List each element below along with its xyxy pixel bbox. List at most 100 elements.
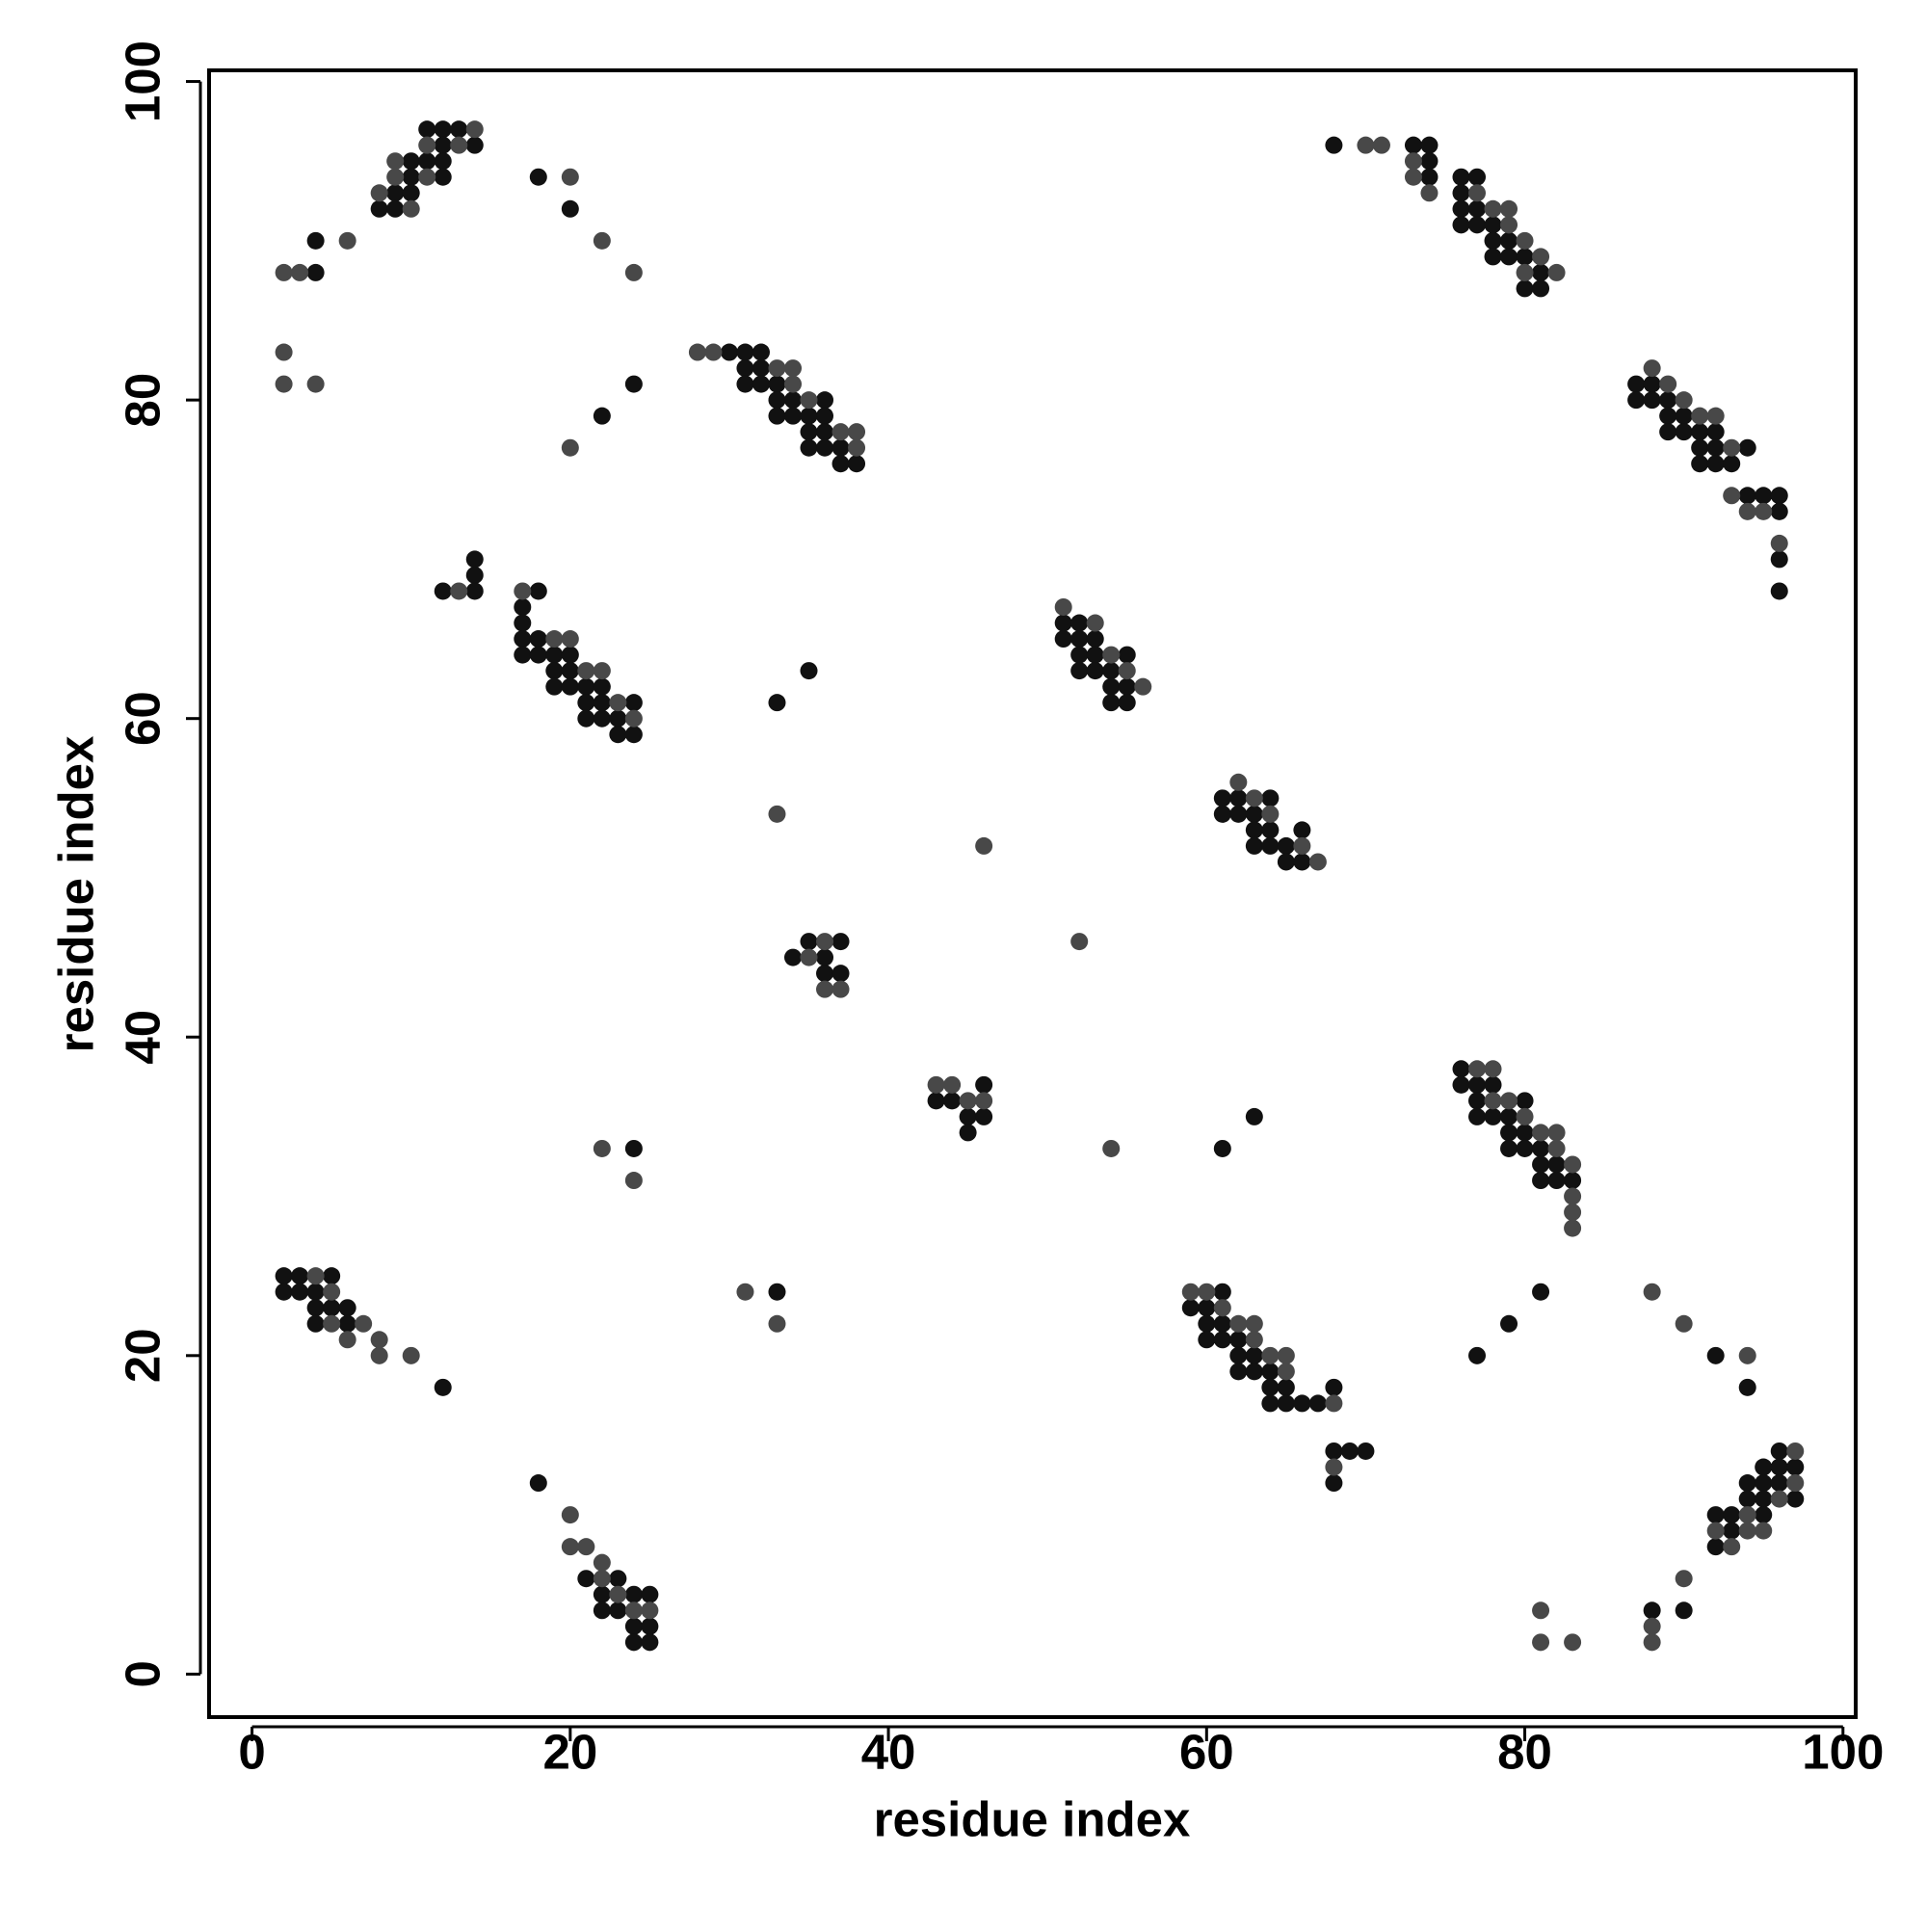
contact-point bbox=[1500, 216, 1518, 234]
contact-point bbox=[1755, 1506, 1773, 1524]
contact-point bbox=[768, 1283, 786, 1301]
contact-point bbox=[1532, 1633, 1550, 1652]
contact-point bbox=[1245, 1346, 1263, 1364]
contact-point bbox=[545, 677, 564, 696]
contact-point bbox=[1770, 550, 1788, 569]
contact-point bbox=[1627, 391, 1646, 410]
contact-point bbox=[1261, 821, 1280, 839]
contact-point bbox=[577, 709, 595, 728]
contact-point bbox=[800, 391, 818, 410]
contact-point bbox=[1532, 1172, 1550, 1190]
contact-point bbox=[800, 662, 818, 680]
x-tick-label: 40 bbox=[861, 1724, 916, 1779]
contact-point bbox=[1706, 407, 1725, 425]
contact-point bbox=[624, 1172, 643, 1190]
contact-point bbox=[577, 1538, 595, 1556]
contact-point bbox=[1420, 152, 1439, 171]
x-axis-title: residue index bbox=[874, 1791, 1191, 1846]
contact-point bbox=[275, 343, 293, 361]
contact-point bbox=[1516, 248, 1534, 266]
contact-point bbox=[338, 1299, 356, 1317]
contact-point bbox=[306, 375, 325, 393]
y-tick-label: 80 bbox=[115, 373, 170, 428]
contact-point bbox=[561, 1506, 579, 1524]
contact-point bbox=[450, 120, 468, 139]
contact-point bbox=[624, 1585, 643, 1603]
contact-point bbox=[1675, 391, 1693, 410]
contact-point bbox=[291, 1283, 309, 1301]
contact-point bbox=[768, 391, 786, 410]
contact-point bbox=[593, 231, 611, 250]
contact-point bbox=[1532, 263, 1550, 281]
contact-point bbox=[768, 375, 786, 393]
contact-point bbox=[1770, 534, 1788, 552]
contact-point bbox=[593, 1601, 611, 1620]
contact-point bbox=[609, 1570, 627, 1588]
contact-point bbox=[768, 407, 786, 425]
contact-point bbox=[1738, 487, 1756, 505]
contact-point bbox=[1547, 1124, 1566, 1142]
contact-point bbox=[1755, 1522, 1773, 1540]
contact-point bbox=[1770, 1490, 1788, 1508]
contact-point bbox=[624, 694, 643, 712]
contact-point bbox=[402, 184, 420, 202]
contact-point bbox=[1213, 1331, 1231, 1349]
contact-point bbox=[1308, 1394, 1327, 1413]
x-tick-label: 100 bbox=[1802, 1724, 1884, 1779]
contact-point bbox=[800, 933, 818, 951]
contact-point bbox=[514, 630, 532, 648]
contact-point bbox=[338, 1314, 356, 1333]
contact-point bbox=[402, 199, 420, 218]
contact-point bbox=[593, 407, 611, 425]
contact-point bbox=[418, 120, 436, 139]
contact-point bbox=[306, 1267, 325, 1285]
contact-point bbox=[1181, 1283, 1200, 1301]
contact-point bbox=[370, 199, 388, 218]
contact-point bbox=[529, 646, 547, 664]
contact-point bbox=[402, 168, 420, 186]
contact-point bbox=[1643, 1633, 1661, 1652]
contact-point bbox=[561, 677, 579, 696]
contact-point bbox=[752, 375, 770, 393]
contact-point bbox=[800, 407, 818, 425]
contact-point bbox=[1468, 1060, 1487, 1078]
contact-point bbox=[1340, 1442, 1359, 1460]
contact-point bbox=[1325, 136, 1343, 154]
contact-point bbox=[593, 1585, 611, 1603]
contact-point bbox=[1245, 1363, 1263, 1381]
contact-point bbox=[975, 1092, 993, 1110]
y-tick-label: 20 bbox=[115, 1328, 170, 1383]
contact-point bbox=[624, 1633, 643, 1652]
contact-point bbox=[752, 343, 770, 361]
contact-point bbox=[1627, 375, 1646, 393]
contact-point bbox=[848, 438, 866, 457]
contact-point bbox=[593, 1553, 611, 1572]
contact-point bbox=[816, 438, 834, 457]
contact-point bbox=[1706, 423, 1725, 441]
contact-point bbox=[1643, 375, 1661, 393]
contact-point bbox=[1786, 1458, 1805, 1476]
contact-point bbox=[593, 1570, 611, 1588]
contact-point bbox=[1643, 391, 1661, 410]
y-tick-label: 0 bbox=[115, 1660, 170, 1687]
contact-point bbox=[927, 1092, 945, 1110]
contact-point bbox=[1086, 614, 1104, 632]
contact-point bbox=[641, 1633, 659, 1652]
contact-point bbox=[1070, 614, 1089, 632]
contact-point bbox=[1102, 646, 1121, 664]
contact-point bbox=[323, 1267, 341, 1285]
contact-point bbox=[736, 375, 754, 393]
contact-point bbox=[641, 1617, 659, 1635]
contact-point bbox=[465, 550, 484, 569]
contact-point bbox=[1213, 1314, 1231, 1333]
contact-point bbox=[1564, 1187, 1582, 1205]
contact-point bbox=[1325, 1394, 1343, 1413]
contact-point bbox=[1755, 1458, 1773, 1476]
contact-point bbox=[1484, 1075, 1502, 1094]
contact-point bbox=[1261, 1346, 1280, 1364]
contact-point bbox=[1118, 662, 1136, 680]
contact-point bbox=[306, 1283, 325, 1301]
contact-point bbox=[1675, 407, 1693, 425]
contact-point bbox=[1245, 1314, 1263, 1333]
contact-point bbox=[1786, 1490, 1805, 1508]
